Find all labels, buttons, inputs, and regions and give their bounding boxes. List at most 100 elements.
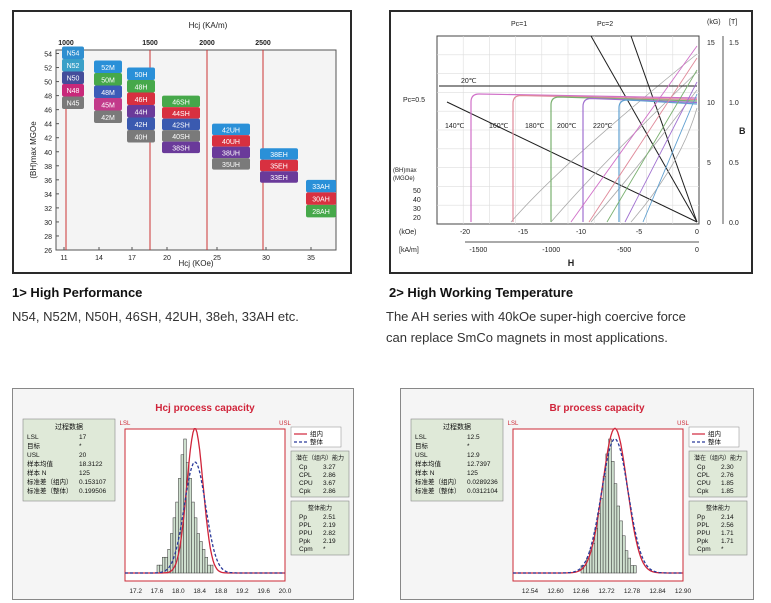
grade-box	[127, 92, 155, 106]
x-tick-label-koe: 0	[695, 229, 699, 236]
load-line	[624, 81, 698, 223]
y-tick-label: 28	[44, 234, 52, 241]
grade-label: 35UH	[222, 162, 240, 169]
y-tick-label: 54	[44, 52, 52, 59]
histogram-bar	[611, 461, 615, 574]
grade-label: 48H	[135, 84, 148, 91]
grade-box	[127, 117, 155, 131]
grade-label: 38UH	[222, 150, 240, 157]
grade-label: 35EH	[270, 163, 288, 170]
potential-label: CPU	[299, 480, 313, 487]
x-unit-kam: [kA/m]	[399, 247, 419, 254]
x-tick-label: 12.84	[649, 588, 666, 595]
stat-value: 17	[79, 434, 87, 441]
temp-curve	[470, 93, 698, 222]
x-tick-label: 12.54	[522, 588, 539, 595]
temp-curve	[582, 97, 698, 222]
overall-value: 2.19	[323, 538, 336, 545]
y-unit-kg: (kG)	[707, 19, 721, 26]
overall-value: 1.71	[721, 530, 734, 537]
bh-curve	[630, 107, 698, 223]
x-tick-label: 17	[128, 255, 136, 262]
y-tick-label: 30	[44, 220, 52, 227]
grade-label: 46SH	[172, 99, 190, 106]
pc-line	[590, 35, 698, 223]
y-tick-label: 26	[44, 248, 52, 255]
caption-right-title: 2> High Working Temperature	[389, 285, 574, 300]
grade-label: 38EH	[270, 152, 288, 159]
grade-box	[127, 80, 155, 93]
grade-box	[127, 105, 155, 118]
histogram-bar	[627, 557, 631, 574]
stat-value: 0.199506	[79, 488, 106, 495]
temp-label: 220℃	[593, 123, 613, 130]
grade-chart-panel: 54 52 50 48 46 44 42 40 38 36 34 32 30 28 26 (BH)max MG…	[12, 10, 352, 274]
load-line	[570, 45, 698, 223]
overall-label: Ppk	[697, 538, 709, 545]
y-tick-label: 32	[44, 206, 52, 213]
x-tick-label-koe: -5	[636, 229, 642, 236]
grade-box	[62, 71, 84, 84]
histogram-bar	[188, 478, 192, 574]
chart-title: Hcj process capacity	[155, 403, 255, 414]
overall-value: *	[721, 546, 724, 553]
temp-curve	[618, 99, 698, 222]
y-tick-label: 52	[44, 66, 52, 73]
stat-label: LSL	[415, 434, 427, 441]
demag-curve-chart: -20 -15 -10 -5 0 (kOe) -1500 -1000 -500 0 [kA/m] H 1…	[393, 19, 746, 268]
grade-label: N45	[67, 101, 80, 108]
legend-label: 整体	[708, 437, 722, 446]
temp-label: 200℃	[557, 123, 577, 130]
stat-value: 0.153107	[79, 479, 106, 486]
grade-box	[260, 159, 298, 172]
x-tick-label-kam: -1500	[469, 247, 487, 254]
grade-box	[162, 130, 200, 142]
x-tick-label: 20.0	[279, 588, 292, 595]
histogram-bar	[199, 541, 203, 574]
histogram-bar	[608, 438, 612, 574]
caption-left-title: 1> High Performance	[12, 285, 143, 300]
x-axis-label: Hcj (KOe)	[178, 259, 213, 268]
potential-value: 2.30	[721, 464, 734, 471]
grade-label: 30AH	[312, 197, 330, 204]
grade-label: 45M	[101, 102, 115, 109]
pc-line	[446, 101, 698, 223]
caption-left-text: N54, N52M, N50H, 46SH, 42UH, 38eh, 33AH …	[12, 309, 299, 324]
br-capacity-chart: Br process capacity 过程数据 LSL 12.5 目标 * USL 12.9…	[401, 389, 753, 599]
potential-value: 3.27	[323, 464, 336, 471]
pc-line	[630, 35, 698, 223]
histogram-bar	[191, 501, 195, 574]
y-tick-label-kg: 10	[707, 100, 715, 107]
stat-label: 样本均值	[27, 459, 54, 468]
x-tick-label: 11	[60, 255, 67, 262]
grade-box	[162, 107, 200, 119]
grade-label: 44H	[135, 109, 148, 116]
bh-tick-label: 20	[413, 215, 421, 222]
stat-value: 20	[79, 452, 87, 459]
grade-box	[306, 179, 336, 193]
x-tick-label: 30	[262, 255, 270, 262]
stat-value: 12.9	[467, 452, 480, 459]
stat-label: 标准差（整体）	[27, 486, 73, 495]
histogram-bar	[600, 498, 604, 574]
grade-label: N48	[67, 88, 80, 95]
stat-label: 样本 N	[415, 468, 435, 477]
x-tick-label-koe: -20	[460, 229, 470, 236]
stat-value: 125	[79, 470, 90, 477]
grade-label: 42H	[135, 122, 148, 129]
legend-box	[290, 426, 342, 448]
overall-value: 2.51	[323, 514, 336, 521]
temp-label: 180℃	[525, 123, 545, 130]
y-axis-label: (BH)max MGOe	[29, 121, 38, 179]
stats-box	[22, 418, 116, 502]
load-line	[642, 93, 698, 223]
stat-label: 标准差（组内）	[415, 477, 461, 486]
potential-label: Cp	[697, 464, 706, 471]
histogram-bar	[170, 533, 174, 574]
hcj-capacity-chart: Hcj process capacity 过程数据 LSL 17 目标 * USL 20 样本均…	[13, 389, 353, 599]
overall-label: PPU	[697, 530, 711, 537]
grade-box	[162, 95, 200, 108]
histogram-bar	[597, 513, 601, 574]
histogram-bar	[622, 535, 626, 574]
histogram-bar	[633, 565, 637, 574]
